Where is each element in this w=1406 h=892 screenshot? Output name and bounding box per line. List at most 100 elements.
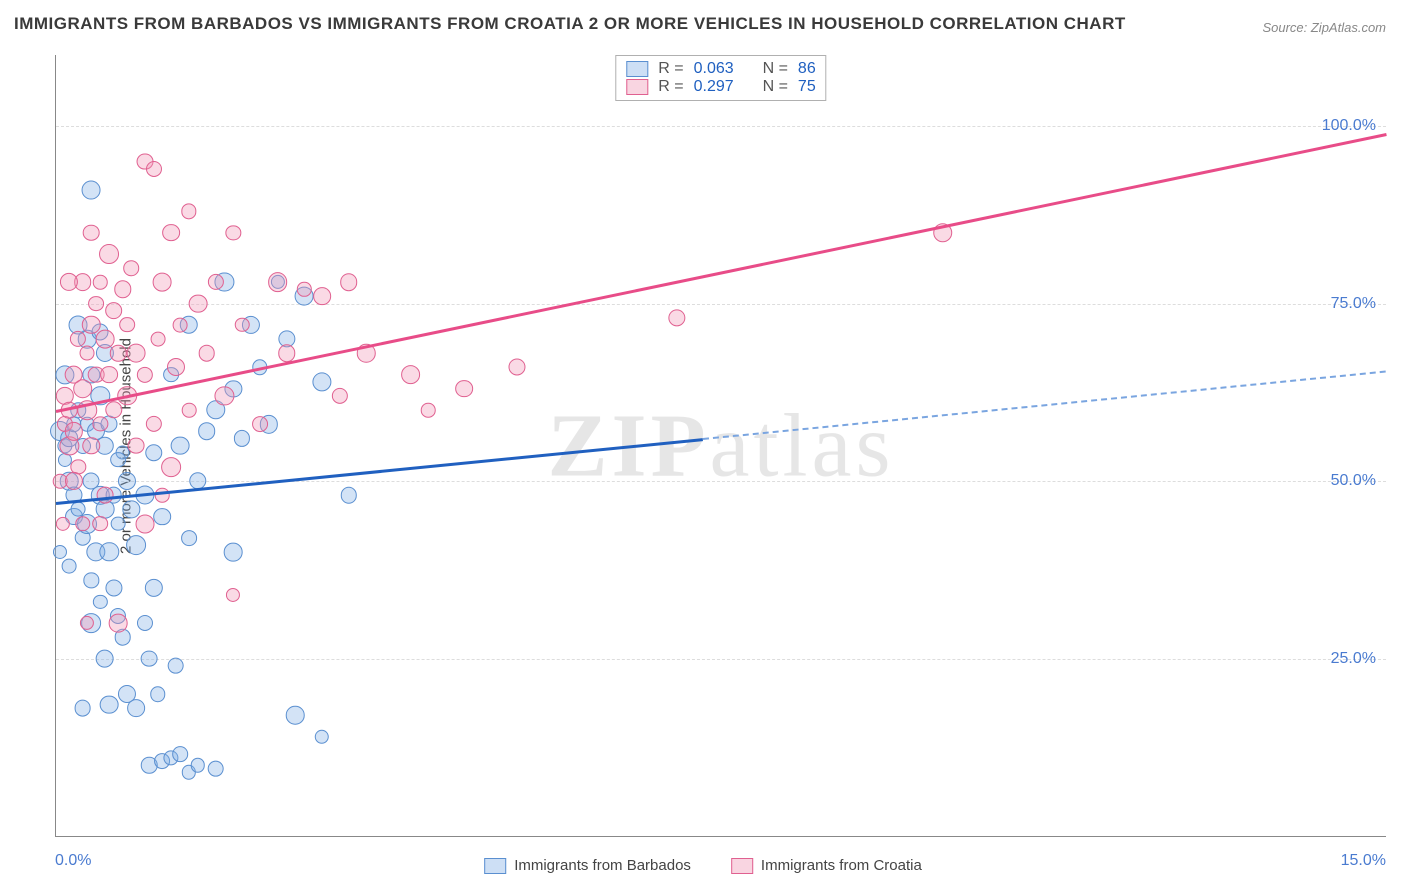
data-point-croatia	[173, 317, 188, 332]
r-value-barbados: 0.063	[694, 60, 734, 78]
data-point-croatia	[668, 309, 685, 326]
y-tick-label: 100.0%	[1322, 117, 1376, 135]
y-tick-label: 25.0%	[1331, 650, 1376, 668]
data-point-barbados	[95, 649, 114, 668]
r-value-croatia: 0.297	[694, 78, 734, 96]
source-attribution: Source: ZipAtlas.com	[1262, 20, 1386, 35]
data-point-croatia	[56, 516, 70, 530]
legend-item-croatia: Immigrants from Croatia	[731, 857, 922, 874]
data-point-barbados	[141, 650, 158, 667]
data-point-croatia	[110, 345, 126, 361]
data-point-croatia	[65, 472, 83, 490]
data-point-barbados	[93, 595, 107, 609]
data-point-croatia	[252, 416, 268, 432]
data-point-barbados	[123, 501, 140, 518]
chart-title: IMMIGRANTS FROM BARBADOS VS IMMIGRANTS F…	[14, 14, 1126, 34]
data-point-croatia	[188, 294, 207, 313]
data-point-croatia	[146, 161, 162, 177]
data-point-croatia	[268, 272, 288, 292]
data-point-croatia	[119, 317, 135, 333]
data-point-croatia	[83, 437, 101, 455]
data-point-croatia	[96, 487, 113, 504]
data-point-croatia	[162, 224, 180, 242]
data-point-croatia	[105, 401, 122, 418]
data-point-barbados	[167, 657, 184, 674]
n-label: N =	[763, 78, 788, 96]
r-label: R =	[658, 60, 683, 78]
data-point-barbados	[137, 615, 153, 631]
data-point-croatia	[145, 416, 161, 432]
gridline	[56, 304, 1386, 305]
data-point-barbados	[53, 545, 67, 559]
trend-line-barbados-extrapolated	[703, 371, 1386, 440]
data-point-barbados	[100, 695, 119, 714]
data-point-barbados	[224, 543, 243, 562]
data-point-croatia	[105, 302, 123, 320]
swatch-blue-icon	[484, 858, 506, 874]
gridline	[56, 659, 1386, 660]
data-point-barbados	[171, 436, 190, 455]
n-value-croatia: 75	[798, 78, 816, 96]
data-point-croatia	[95, 330, 114, 349]
data-point-croatia	[127, 437, 144, 454]
data-point-barbados	[150, 686, 166, 702]
y-tick-label: 75.0%	[1331, 295, 1376, 313]
n-label: N =	[763, 60, 788, 78]
stats-row-barbados: R = 0.063 N = 86	[626, 60, 815, 78]
data-point-croatia	[235, 318, 250, 333]
chart-container: IMMIGRANTS FROM BARBADOS VS IMMIGRANTS F…	[0, 0, 1406, 892]
data-point-barbados	[207, 760, 224, 777]
legend-label-barbados: Immigrants from Barbados	[514, 857, 691, 874]
data-point-croatia	[167, 358, 185, 376]
swatch-pink-icon	[731, 858, 753, 874]
data-point-croatia	[114, 281, 131, 298]
data-point-barbados	[82, 180, 101, 199]
data-point-croatia	[509, 359, 526, 376]
data-point-barbados	[234, 430, 250, 446]
data-point-barbados	[154, 508, 172, 526]
r-label: R =	[658, 78, 683, 96]
data-point-barbados	[105, 579, 122, 596]
data-point-croatia	[181, 204, 196, 219]
data-point-croatia	[153, 273, 172, 292]
data-point-barbados	[99, 542, 118, 561]
data-point-barbados	[198, 422, 216, 440]
x-tick-max: 15.0%	[1341, 852, 1386, 870]
data-point-croatia	[80, 346, 95, 361]
data-point-barbados	[74, 700, 91, 717]
swatch-pink-icon	[626, 79, 648, 95]
data-point-croatia	[126, 344, 145, 363]
data-point-croatia	[401, 365, 421, 385]
data-point-croatia	[226, 588, 240, 602]
data-point-croatia	[278, 344, 295, 361]
data-point-croatia	[135, 514, 154, 533]
stats-row-croatia: R = 0.297 N = 75	[626, 78, 815, 96]
data-point-croatia	[340, 273, 358, 291]
data-point-barbados	[84, 573, 99, 588]
data-point-barbados	[340, 487, 356, 503]
data-point-croatia	[75, 516, 91, 532]
data-point-croatia	[313, 288, 331, 306]
x-tick-min: 0.0%	[55, 852, 91, 870]
data-point-barbados	[315, 729, 329, 743]
data-point-barbados	[312, 372, 331, 391]
data-point-croatia	[124, 260, 140, 276]
data-point-croatia	[83, 224, 100, 241]
data-point-croatia	[198, 345, 215, 362]
data-point-barbados	[118, 472, 136, 490]
data-point-croatia	[137, 366, 153, 382]
legend-label-croatia: Immigrants from Croatia	[761, 857, 922, 874]
y-tick-label: 50.0%	[1331, 472, 1376, 490]
gridline	[56, 126, 1386, 127]
data-point-croatia	[455, 380, 473, 398]
data-point-barbados	[145, 444, 162, 461]
data-point-barbados	[144, 578, 162, 596]
data-point-barbados	[62, 559, 77, 574]
data-point-croatia	[88, 296, 104, 312]
data-point-croatia	[109, 614, 128, 633]
data-point-barbados	[111, 516, 126, 531]
data-point-barbados	[191, 758, 206, 773]
data-point-croatia	[151, 332, 166, 347]
trend-line-croatia	[56, 133, 1387, 413]
data-point-croatia	[100, 366, 118, 384]
